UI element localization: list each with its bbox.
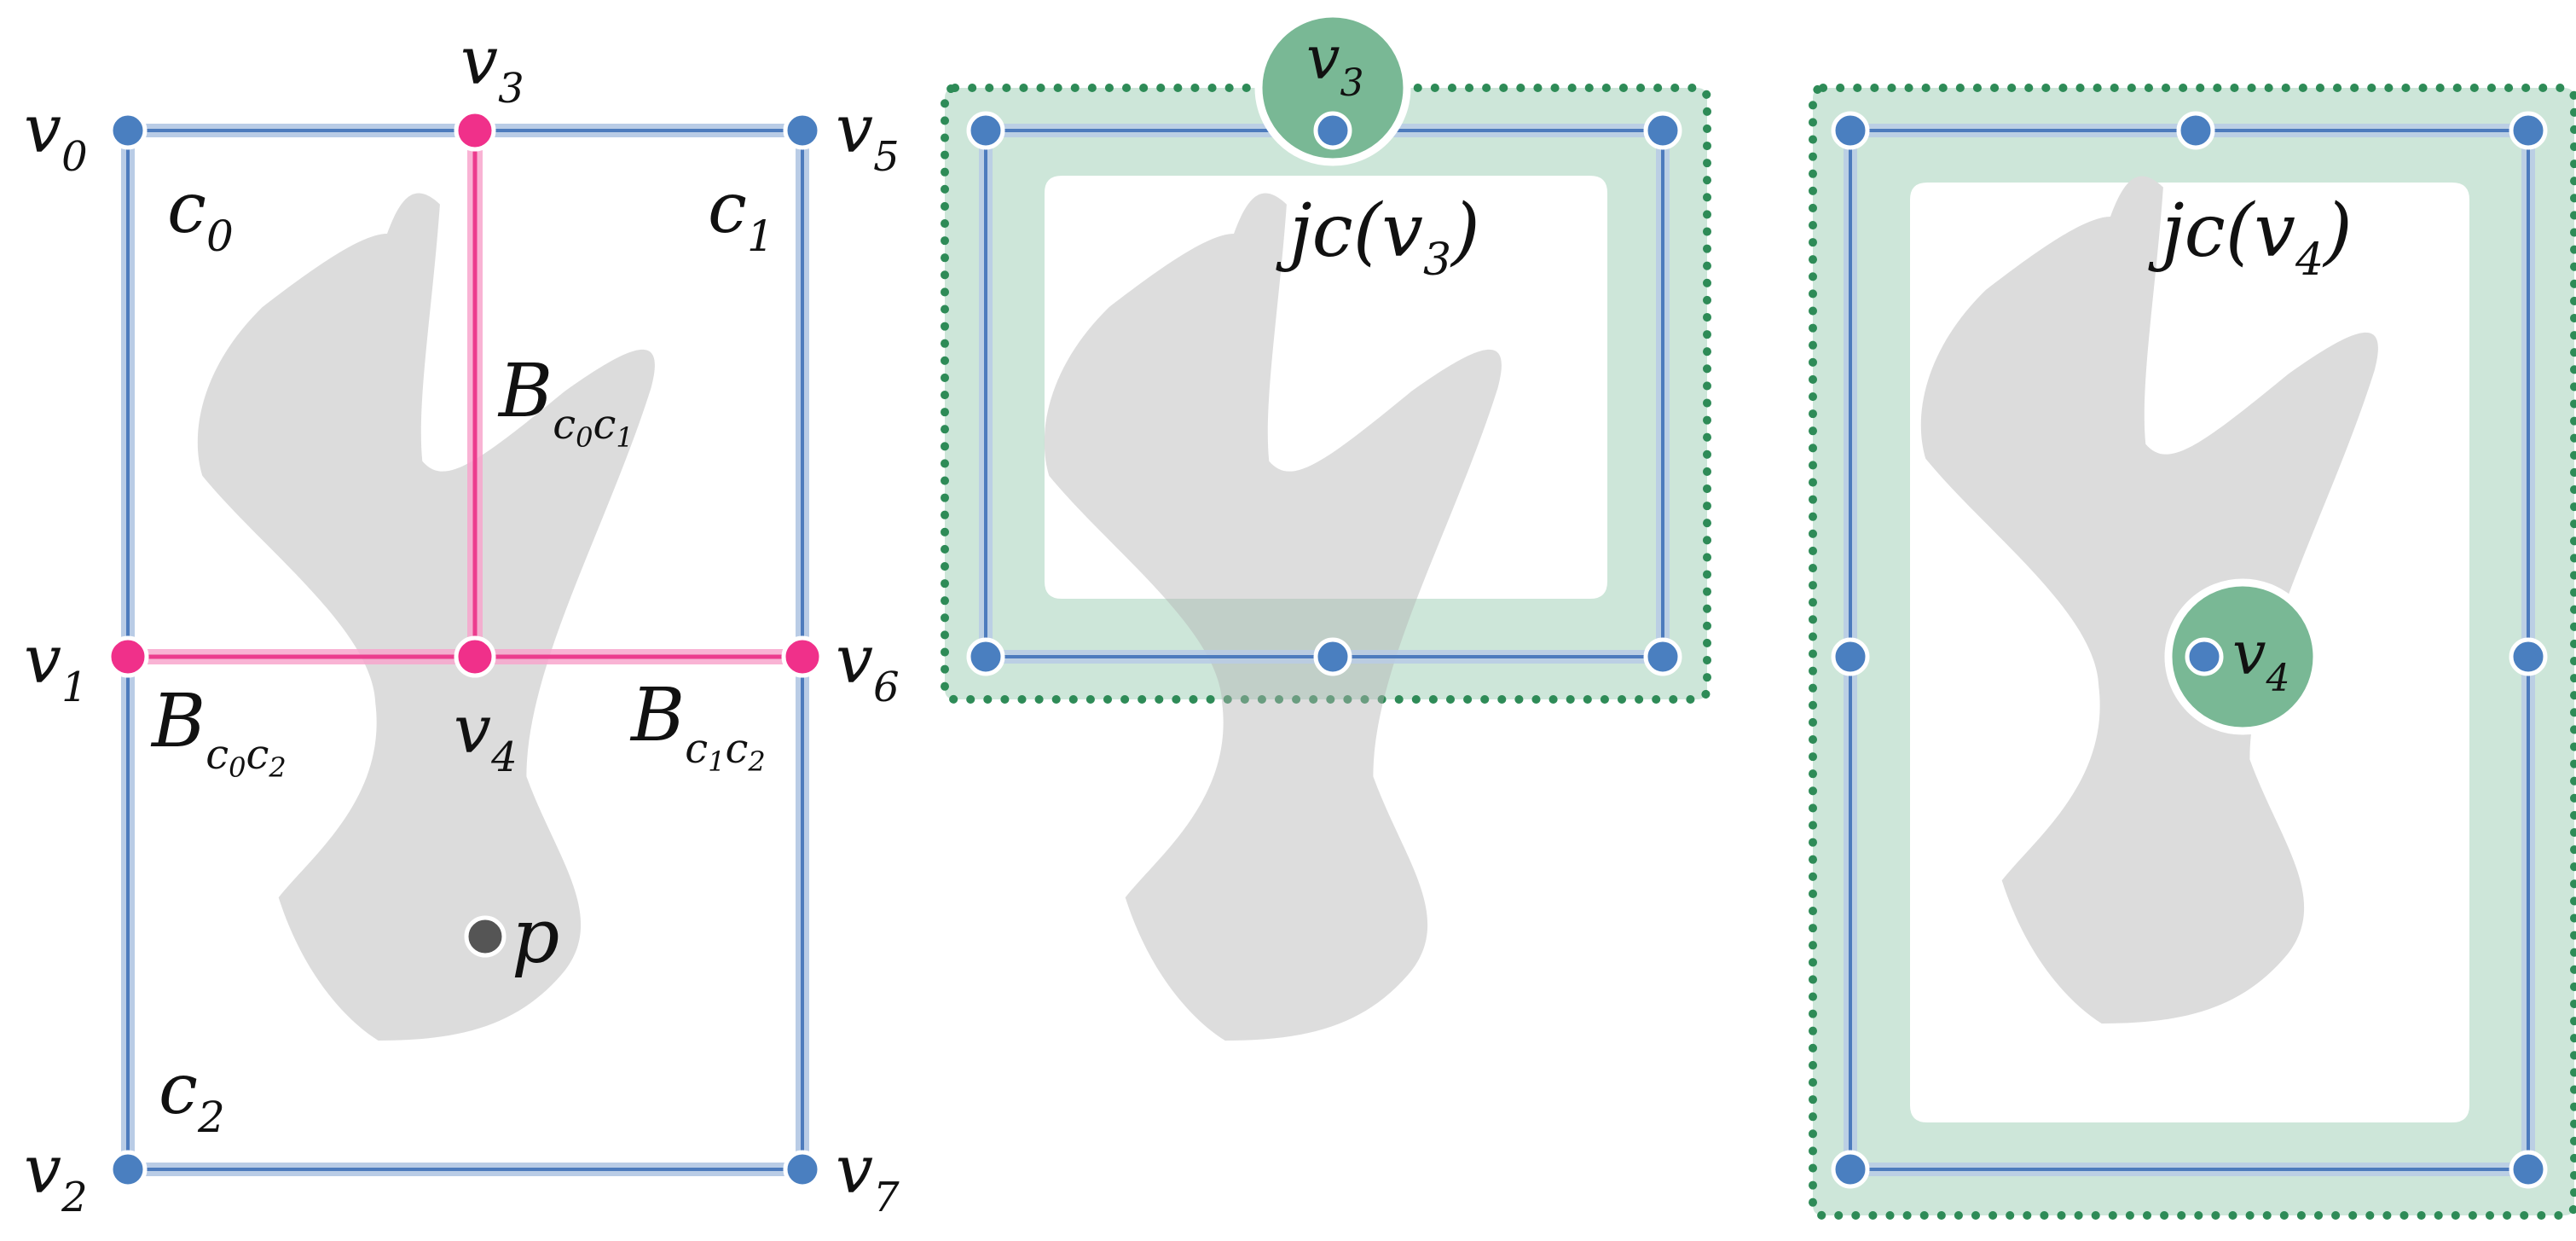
node (2509, 1150, 2548, 1189)
label-v4: v4 (454, 692, 518, 781)
node (1831, 1150, 1870, 1189)
label-b-c1c2: Bc1c2 (629, 673, 766, 778)
junction-disk-v3 (1254, 9, 1411, 166)
region-jc-v4 (1813, 88, 2574, 1215)
vertex-nodes (1831, 111, 2548, 1189)
label-p: p (512, 892, 559, 980)
cell-labels: c0 c1 c2 p (159, 168, 774, 1142)
node-v1 (107, 635, 149, 678)
label-b-c0c1: Bc0c1 (497, 349, 634, 454)
node-v7 (783, 1150, 822, 1189)
label-c2: c2 (159, 1049, 225, 1142)
boundary-labels: Bc0c1 Bc0c2 Bc1c2 (150, 349, 766, 784)
node (2509, 637, 2548, 676)
label-v0: v0 (24, 91, 88, 181)
label-v7: v7 (836, 1132, 900, 1221)
vertex-labels: v0 v1 v2 v3 v4 v5 v6 v7 (24, 23, 900, 1221)
vertex-nodes (966, 111, 1682, 676)
cell-boundaries (128, 130, 802, 664)
junction-label-v4: v4 (2232, 618, 2290, 700)
node (2176, 111, 2215, 150)
label-b-c0c2: Bc0c2 (150, 679, 287, 784)
node (966, 637, 1005, 676)
node-v5 (783, 111, 822, 150)
vertex-nodes (107, 109, 824, 1189)
junction-label-v3: v3 (1306, 23, 1364, 105)
node (1831, 637, 1870, 676)
node (966, 111, 1005, 150)
node (1831, 111, 1870, 150)
node (2509, 111, 2548, 150)
panel-cell-decomposition: v0 v1 v2 v3 v4 v5 v6 v7 c0 c1 c2 p Bc0c1… (24, 23, 900, 1221)
region-outline-dotted (941, 84, 1711, 704)
region-label-jc-v3: jc(v3) (1276, 188, 1480, 286)
shape-silhouette (197, 193, 655, 1041)
node (1643, 111, 1682, 150)
node-v4 (454, 635, 496, 678)
node (1643, 637, 1682, 676)
node-v0 (108, 111, 148, 150)
region-jc-v3 (945, 88, 1707, 699)
point-p (464, 915, 507, 958)
label-v2: v2 (24, 1132, 88, 1221)
junction-disk-v4 (2164, 578, 2321, 735)
node (1313, 637, 1352, 676)
panel-junction-cell-v4: v4 jc(v4) (1809, 84, 2576, 1220)
panel-junction-cell-v3: v3 jc(v3) (941, 9, 1711, 1041)
label-c1: c1 (708, 168, 774, 261)
node-v3 (454, 109, 496, 152)
shape-silhouette (1920, 176, 2378, 1024)
node-v2 (108, 1150, 148, 1189)
region-outline-dotted (1809, 84, 2576, 1220)
node-v3 (1313, 111, 1352, 150)
node-v6 (781, 635, 824, 678)
label-v3: v3 (460, 23, 524, 113)
label-v1: v1 (24, 622, 88, 711)
label-v6: v6 (836, 622, 900, 711)
node-v4 (2185, 637, 2224, 676)
region-label-jc-v4: jc(v4) (2148, 188, 2353, 286)
label-c0: c0 (167, 168, 234, 261)
label-v5: v5 (836, 91, 900, 181)
